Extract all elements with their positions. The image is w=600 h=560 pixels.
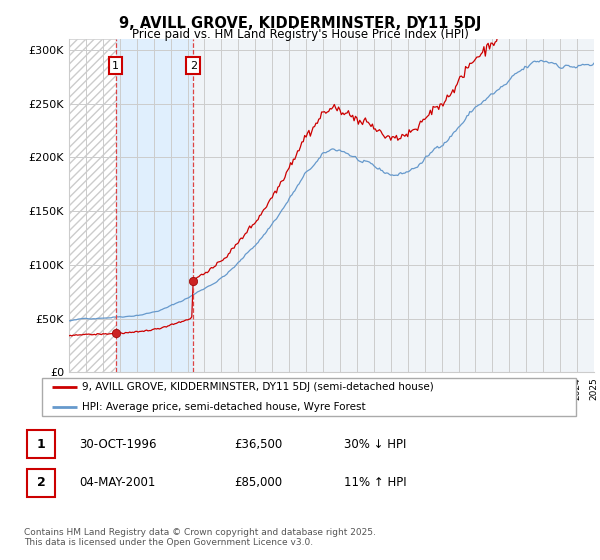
Bar <box>116 39 193 372</box>
Text: 30% ↓ HPI: 30% ↓ HPI <box>344 437 407 451</box>
Text: 04-MAY-2001: 04-MAY-2001 <box>79 476 155 489</box>
Text: 2: 2 <box>37 476 46 489</box>
Text: Contains HM Land Registry data © Crown copyright and database right 2025.
This d: Contains HM Land Registry data © Crown c… <box>24 528 376 548</box>
Text: £36,500: £36,500 <box>234 437 282 451</box>
Text: 1: 1 <box>37 437 46 451</box>
FancyBboxPatch shape <box>42 377 576 417</box>
FancyBboxPatch shape <box>27 469 55 497</box>
Text: 2: 2 <box>190 60 197 71</box>
Text: Price paid vs. HM Land Registry's House Price Index (HPI): Price paid vs. HM Land Registry's House … <box>131 28 469 41</box>
Text: £85,000: £85,000 <box>234 476 282 489</box>
Text: 11% ↑ HPI: 11% ↑ HPI <box>344 476 407 489</box>
Text: HPI: Average price, semi-detached house, Wyre Forest: HPI: Average price, semi-detached house,… <box>82 402 365 412</box>
FancyBboxPatch shape <box>27 430 55 458</box>
Bar <box>69 39 116 372</box>
Text: 30-OCT-1996: 30-OCT-1996 <box>79 437 157 451</box>
Text: 1: 1 <box>112 60 119 71</box>
Text: 9, AVILL GROVE, KIDDERMINSTER, DY11 5DJ: 9, AVILL GROVE, KIDDERMINSTER, DY11 5DJ <box>119 16 481 31</box>
Text: 9, AVILL GROVE, KIDDERMINSTER, DY11 5DJ (semi-detached house): 9, AVILL GROVE, KIDDERMINSTER, DY11 5DJ … <box>82 382 434 392</box>
